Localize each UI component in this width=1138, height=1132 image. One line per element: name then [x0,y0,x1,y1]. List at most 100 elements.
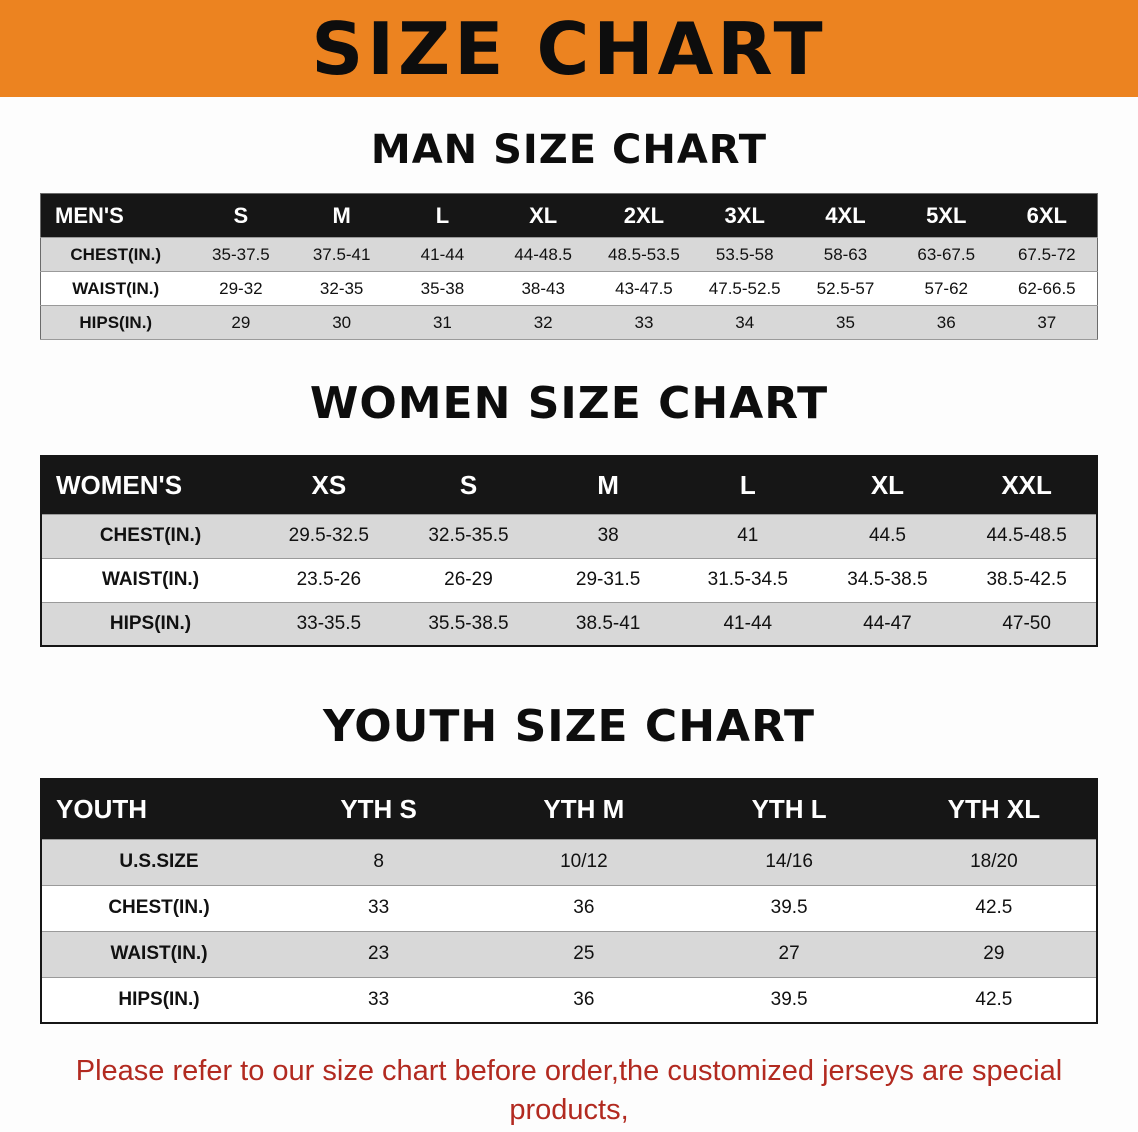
size-value-cell: 44.5 [868,525,906,546]
size-column-header: YTH S [276,779,482,839]
size-value-cell: 36 [573,988,595,1010]
size-value-cell: 29-32 [219,278,263,298]
table-corner-label: MEN'S [40,193,191,238]
size-column-header: S [190,193,292,238]
size-value-cell: 42.5 [975,988,1013,1010]
size-value-cell: 33 [634,312,654,332]
size-value-cell: 63-67.5 [917,244,976,264]
size-value-cell: 38-43 [521,278,565,298]
measurement-row: WAIST(IN.) 23 25 27 29 [41,931,1097,977]
size-value-cell: 44-47 [863,612,912,634]
size-value-cell: 34 [735,312,755,332]
size-column-header: YTH M [481,779,687,839]
section-women: WOMEN SIZE CHART WOMEN'S XS S M L XL XXL CHEST(… [40,340,1098,647]
size-value-cell: 44-48.5 [514,244,573,264]
measurement-row: CHEST(IN.) 33 36 39.5 42.5 [41,885,1097,931]
size-column-header: S [398,456,539,514]
size-value-cell: 35-37.5 [212,244,270,264]
size-column-header: M [538,456,678,514]
men-size-table: MEN'S S M L XL 2XL 3XL 4XL 5XL 6XL CHEST(IN.) 35-37… [40,193,1098,340]
size-value-cell: 32 [533,312,553,332]
size-value-cell: 39.5 [770,897,808,918]
measurement-row: HIPS(IN.) 33-35.5 35.5-38.5 38.5-41 41-44 44-… [41,602,1097,646]
size-value-cell: 30 [332,312,352,332]
measurement-row: CHEST(IN.) 29.5-32.5 32.5-35.5 38 41 44.5 44.5… [41,514,1097,558]
size-column-header: L [392,193,493,238]
size-value-cell: 67.5-72 [1017,244,1076,264]
size-value-cell: 23 [368,943,390,964]
disclaimer-line-1: Please refer to our size chart before or… [75,1055,1063,1127]
size-table: MEN'S S M L XL 2XL 3XL 4XL 5XL 6XL CHEST(IN.) 35-37… [40,193,1098,340]
size-value-cell: 57-62 [924,278,968,298]
size-column-header: M [291,193,393,238]
size-value-cell: 44.5-48.5 [986,525,1067,546]
size-column-header: XS [259,456,399,514]
measurement-row-label: WAIST(IN.) [101,569,200,590]
measurement-row: WAIST(IN.) 29-32 32-35 35-38 38-43 43-47.5 47.… [40,271,1098,306]
size-value-cell: 32.5-35.5 [428,525,509,546]
measurement-row-label: CHEST(IN.) [99,525,202,546]
size-value-cell: 42.5 [975,897,1013,918]
size-value-cell: 37.5-41 [312,244,371,264]
size-chart-banner: SIZE CHART [0,0,1138,97]
size-value-cell: 58-63 [823,244,868,264]
size-value-cell: 36 [573,897,595,918]
table-header-row: YOUTH YTH S YTH M YTH L YTH XL [41,779,1097,839]
size-column-header: XL [817,456,958,514]
size-column-header: 2XL [593,193,695,238]
size-column-header: XXL [957,456,1097,514]
size-value-cell: 35-38 [420,278,465,298]
table-corner-label: WOMEN'S [41,456,259,514]
size-value-cell: 34.5-38.5 [847,569,928,590]
size-value-cell: 33 [368,897,390,918]
youth-size-table: YOUTH YTH S YTH M YTH L YTH XL U.S.SIZE 8 10/12… [40,778,1098,1024]
women-size-table: WOMEN'S XS S M L XL XXL CHEST(IN.) 29.5-32.5 32.5… [40,455,1098,647]
size-value-cell: 38 [597,525,619,546]
size-value-cell: 37 [1037,312,1057,332]
size-value-cell: 29.5-32.5 [288,525,369,546]
size-value-cell: 29 [983,943,1005,964]
size-value-cell: 33 [368,988,390,1010]
disclaimer: Please refer to our size chart before or… [26,1052,1112,1132]
measurement-row-label: CHEST(IN.) [108,897,210,918]
size-value-cell: 10/12 [560,851,608,872]
table-header-row: MEN'S S M L XL 2XL 3XL 4XL 5XL 6XL [40,193,1098,238]
size-value-cell: 53.5-58 [715,244,774,264]
size-value-cell: 47.5-52.5 [708,278,781,298]
size-value-cell: 38.5-42.5 [986,569,1067,590]
size-value-cell: 39.5 [770,988,808,1010]
size-value-cell: 27 [778,943,800,964]
size-column-header: 6XL [996,193,1098,238]
size-value-cell: 38.5-41 [575,612,641,634]
size-value-cell: 25 [573,943,595,964]
size-value-cell: 47-50 [1002,612,1051,634]
measurement-row-label: WAIST(IN.) [72,278,160,298]
size-value-cell: 29 [231,312,251,332]
measurement-row-label: CHEST(IN.) [70,244,162,264]
size-value-cell: 41-44 [420,244,465,264]
size-value-cell: 31.5-34.5 [707,569,788,590]
size-column-header: 4XL [795,193,896,238]
measurement-row: U.S.SIZE 8 10/12 14/16 18/20 [41,839,1097,885]
youth-section-heading: YOUTH SIZE CHART [322,701,815,752]
men-section-heading: MAN SIZE CHART [370,127,768,173]
section-youth: YOUTH SIZE CHART YOUTH YTH S YTH M YTH L YTH… [40,647,1098,1024]
table-corner-label: YOUTH [41,779,276,839]
measurement-row-label: U.S.SIZE [119,851,199,872]
size-value-cell: 35.5-38.5 [428,612,509,634]
measurement-row-label: HIPS(IN.) [79,312,153,332]
size-value-cell: 29-31.5 [575,569,641,590]
size-value-cell: 41-44 [723,612,773,634]
table-header-row: WOMEN'S XS S M L XL XXL [41,456,1097,514]
size-column-header: YTH XL [891,779,1097,839]
measurement-row-label: HIPS(IN.) [109,612,192,634]
size-value-cell: 26-29 [444,569,493,590]
size-table: YOUTH YTH S YTH M YTH L YTH XL U.S.SIZE 8 10/12… [40,778,1098,1024]
size-value-cell: 43-47.5 [615,278,673,298]
measurement-row: CHEST(IN.) 35-37.5 37.5-41 41-44 44-48.5 48.5… [40,237,1098,272]
section-men: MAN SIZE CHART MEN'S S M L XL 2XL 3XL 4XL 5XL 6XL… [40,97,1098,340]
size-table: WOMEN'S XS S M L XL XXL CHEST(IN.) 29.5-32.5 32.5… [40,455,1098,647]
size-value-cell: 23.5-26 [296,569,362,590]
measurement-row: HIPS(IN.) 33 36 39.5 42.5 [41,977,1097,1023]
size-value-cell: 8 [373,851,384,872]
